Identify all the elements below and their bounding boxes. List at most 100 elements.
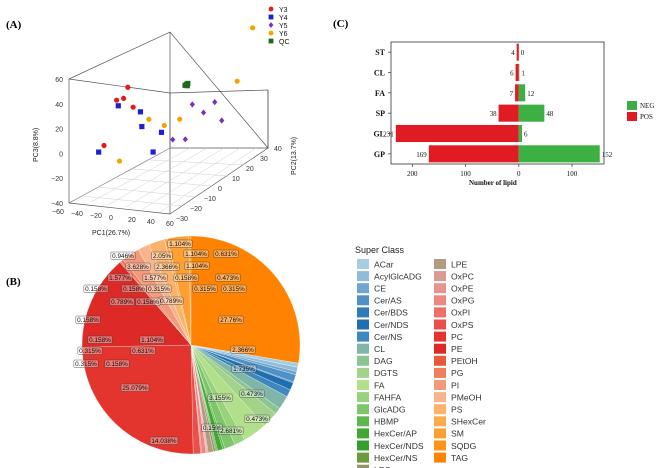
pca-point-y4 [139,123,145,130]
pie-label-box [192,284,218,293]
pie-slice-label: 0.158% [175,275,197,282]
bar-pos-value: 169 [416,151,427,159]
pie-label-box [77,346,103,355]
legend-label-oxpc: OxPC [451,271,474,281]
bar-neg-value: 1 [521,70,525,78]
pca-point-y4 [96,149,102,155]
pca-z-tick: 0 [59,151,63,158]
pie-label-box [231,364,257,373]
pca-point-y6 [146,116,152,122]
bar-pos-value: 38 [490,110,498,118]
pie-label-box [244,414,270,423]
pca-point-y3 [101,142,107,149]
panel-label-b: (B) [6,276,21,288]
legend-swatch-cer-bds [357,307,369,318]
legend-label-hexcer-ns: HexCer/NS [374,453,418,463]
bar-pos-cl [515,63,519,82]
pie-slice-label: 1.104% [169,241,191,248]
bar-neg-value: 12 [527,90,535,98]
legend-swatch-cl [357,343,369,354]
pie-slice-label: 0.315% [194,286,216,293]
pca-y-tick: −10 [204,196,216,203]
legend-label-pc: PC [451,332,463,342]
legend-label-oxpg: OxPG [451,296,475,306]
pie-slice-label: 0.473% [246,416,268,423]
legend-label-lpe: LPE [451,259,468,269]
pie-label-box [215,273,241,282]
pca-z-tick: −20 [51,176,63,183]
pca-x-tick: −60 [52,209,64,216]
pca-3d-plot: −60 −40 −20 0 20 40 60−30−20−10010203040−40−20… [33,6,298,237]
pca-point-y4 [115,103,121,109]
legend-swatch-hexcer-ap [357,428,369,439]
legend-label-cer-as: Cer/AS [374,296,402,306]
bar-neg-gp [518,145,600,163]
legend-swatch-lpe [434,259,446,269]
pie-slice-label: 25.079% [122,385,148,392]
pca-point-y4 [158,129,165,135]
bar-pos-value: 6 [510,70,514,78]
pca-point-y6 [234,78,240,84]
pie-slice-label: 0.631% [215,251,237,258]
pie-label-box [207,393,233,402]
pie-slice-pc [81,344,194,455]
bar-plot-frame [390,41,605,165]
legend-swatch-hexcer-ns [357,452,369,463]
legend-swatch-oxpe [434,283,446,294]
pie-slice-label: 0.158% [137,299,159,306]
pie-label-box [218,315,244,324]
legend-label-oxpi: OxPI [451,308,470,318]
pie-label-box [104,359,130,368]
bar-category-label: ST [375,48,385,57]
legend-swatch-acylglcadg [357,271,369,282]
legend-label-fahfa: FAHFA [374,392,401,402]
pca-point-y3 [121,95,127,102]
legend-label-cer-nds: Cer/NDS [374,320,409,330]
super-class-legend: ACar AcylGlcADG CE Cer/AS Cer/BDS Cer/NDS Cer/… [357,259,486,468]
legend-swatch-pe [434,343,446,354]
pca-x-tick: 60 [166,221,174,228]
pie-slice-label: 3.628% [127,264,149,271]
pie-label-box [184,261,210,270]
legend-label-acylglcadg: AcylGlcADG [374,271,422,281]
pie-label-box [87,335,113,344]
pie-label-box [110,251,136,260]
pca-y-tick: −30 [176,216,188,223]
pca-point-y4 [137,109,144,115]
bar-neg-cl [518,63,520,82]
pie-slice-tag [190,235,301,364]
pie-label-box [221,284,247,293]
pie-label-box [142,273,168,282]
pca-x-tick: −20 [90,213,102,220]
bar-legend-label-neg: NEG [640,102,654,110]
legend-swatch-shexcer [434,416,446,427]
pie-label-box [151,251,173,260]
pie-label-box [125,262,151,271]
pca-z-tick: 20 [55,127,63,134]
legend-swatch-glcadg [357,404,369,415]
pie-label-box [107,273,133,282]
bar-neg-gl [518,124,522,143]
bar-x-tick-label: 0 [517,170,521,178]
bar-pos-gp [428,145,519,163]
bar-legend: NEG POS [627,101,654,121]
legend-label-petoh: PEtOH [451,356,478,366]
pca-point-y6 [116,158,123,164]
pie-label-box [167,239,193,248]
legend-marker-y3 [268,6,274,12]
bar-pos-fa [515,84,519,102]
pca-point-y5 [200,109,207,116]
pie-label-box [130,346,156,355]
legend-label-hexcer-nds: HexCer/NDS [374,441,424,451]
legend-swatch-dag [357,355,369,366]
bar-x-axis-title: Number of lipid [469,179,517,187]
bar-category-label: SP [376,109,385,118]
pca-point-y5 [170,136,176,143]
pie-label-box [121,284,147,293]
legend-swatch-oxpc [434,271,446,282]
legend-label-tag: TAG [451,453,468,463]
pie-label-box [73,359,99,368]
pie-label-box [183,249,209,258]
